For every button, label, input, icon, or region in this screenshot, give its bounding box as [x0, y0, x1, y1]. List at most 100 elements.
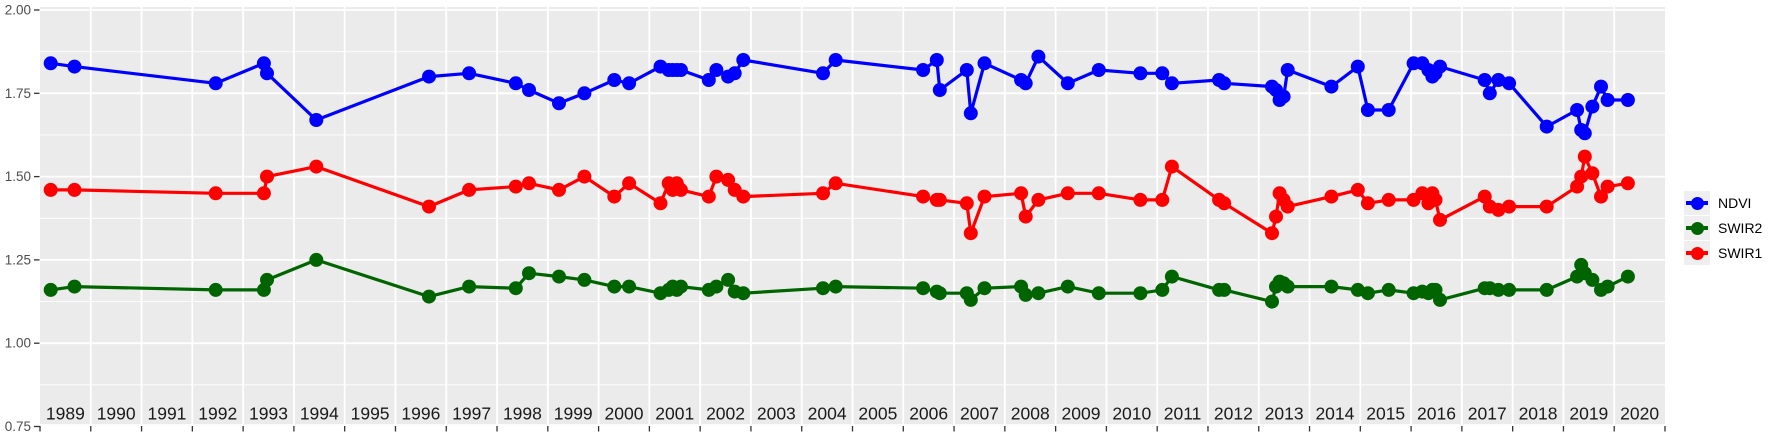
data-point-swir2 [1360, 286, 1375, 301]
data-point-swir1 [508, 179, 523, 194]
y-axis-label: 1.75 [5, 86, 31, 101]
data-point-ndvi [816, 66, 830, 81]
x-axis-label: 1996 [401, 404, 440, 424]
data-point-swir2 [1539, 282, 1554, 297]
data-point-ndvi [977, 56, 992, 71]
data-point-swir2 [577, 272, 592, 287]
x-axis-label: 2006 [909, 404, 948, 424]
data-point-swir1 [1265, 226, 1279, 241]
x-axis-label: 1990 [97, 404, 136, 424]
data-point-swir2 [260, 272, 274, 287]
x-axis-label: 1995 [351, 404, 390, 424]
data-point-swir1 [959, 196, 974, 211]
data-point-swir1 [462, 182, 477, 197]
legend-item-swir1: SWIR1 [1684, 241, 1762, 265]
x-axis-label: 2007 [960, 404, 999, 424]
x-axis-label: 1991 [147, 404, 186, 424]
x-axis-label: 1993 [249, 404, 288, 424]
data-point-swir2 [828, 279, 843, 294]
x-axis-label: 2020 [1620, 404, 1659, 424]
data-point-swir1 [1574, 169, 1589, 184]
data-point-swir1 [256, 186, 271, 201]
data-point-ndvi [508, 76, 523, 91]
legend-label-swir2: SWIR2 [1718, 220, 1763, 236]
data-point-ndvi [622, 76, 637, 91]
data-point-ndvi [701, 73, 716, 87]
data-point-swir1 [43, 182, 58, 197]
data-point-swir2 [208, 282, 223, 297]
data-point-swir1 [1539, 199, 1554, 214]
data-point-ndvi [673, 63, 688, 77]
data-point-swir1 [673, 182, 688, 197]
data-point-swir2 [622, 279, 637, 294]
data-point-ndvi [1217, 76, 1232, 91]
data-point-swir2 [816, 281, 830, 296]
data-point-swir1 [1428, 192, 1443, 207]
data-point-ndvi [1577, 126, 1592, 141]
data-point-ndvi [1133, 66, 1148, 81]
legend-item-swir2: SWIR2 [1684, 216, 1762, 240]
data-point-swir1 [1091, 186, 1106, 201]
data-point-ndvi [932, 83, 947, 97]
data-point-swir1 [208, 186, 223, 201]
data-point-swir1 [963, 226, 978, 241]
x-axis-label: 2015 [1366, 404, 1405, 424]
data-point-swir2 [916, 281, 931, 296]
x-axis-label: 2001 [655, 404, 694, 424]
data-point-ndvi [1482, 86, 1497, 101]
data-point-swir1 [1433, 212, 1447, 227]
data-point-ndvi [1360, 103, 1375, 117]
data-point-swir2 [1060, 279, 1075, 294]
x-axis-label: 1992 [198, 404, 237, 424]
data-point-swir2 [422, 289, 436, 304]
data-point-swir2 [508, 281, 523, 296]
data-point-swir1 [932, 192, 947, 207]
data-point-swir1 [816, 186, 830, 201]
x-axis-label: 2004 [808, 404, 847, 424]
data-point-swir2 [977, 281, 992, 296]
data-point-swir2 [1585, 272, 1600, 287]
data-point-swir2 [1324, 279, 1339, 294]
data-point-swir1 [1155, 192, 1170, 207]
legend-key-swir2-icon [1684, 216, 1710, 240]
x-axis-label: 2003 [757, 404, 796, 424]
data-point-swir2 [1018, 287, 1033, 302]
data-point-swir1 [1577, 149, 1592, 164]
data-point-swir1 [67, 182, 82, 197]
data-point-swir2 [673, 279, 688, 294]
y-axis-label: 2.00 [5, 3, 31, 18]
data-point-swir1 [1585, 166, 1600, 181]
legend-point-icon [1690, 221, 1704, 235]
data-point-swir1 [653, 196, 668, 211]
data-point-ndvi [309, 113, 324, 127]
x-axis-label: 2016 [1417, 404, 1456, 424]
x-axis-label: 1998 [503, 404, 542, 424]
data-point-swir2 [963, 292, 978, 307]
data-point-swir1 [1031, 192, 1046, 207]
data-point-swir2 [1133, 286, 1148, 301]
data-point-swir1 [422, 199, 436, 214]
data-point-ndvi [1091, 63, 1106, 77]
data-point-ndvi [208, 76, 223, 91]
data-point-swir2 [1155, 282, 1170, 297]
data-point-swir2 [1433, 292, 1447, 307]
x-axis-label: 2017 [1468, 404, 1507, 424]
data-point-swir1 [1269, 209, 1283, 224]
data-point-swir2 [736, 286, 751, 301]
data-point-ndvi [929, 53, 944, 67]
data-point-ndvi [67, 59, 82, 74]
data-point-swir1 [1360, 196, 1375, 211]
x-axis-label: 1999 [554, 404, 593, 424]
data-point-ndvi [522, 83, 536, 97]
data-point-swir1 [701, 189, 716, 204]
data-point-swir2 [1491, 282, 1506, 297]
x-axis-label: 1994 [300, 404, 339, 424]
y-axis-label: 1.00 [5, 336, 31, 351]
data-point-swir2 [309, 252, 324, 267]
data-point-swir1 [1060, 186, 1075, 201]
x-axis-label: 2002 [706, 404, 745, 424]
data-point-swir2 [1620, 269, 1635, 284]
data-point-swir1 [709, 169, 724, 184]
data-point-ndvi [1585, 99, 1600, 114]
data-point-ndvi [1502, 76, 1517, 91]
